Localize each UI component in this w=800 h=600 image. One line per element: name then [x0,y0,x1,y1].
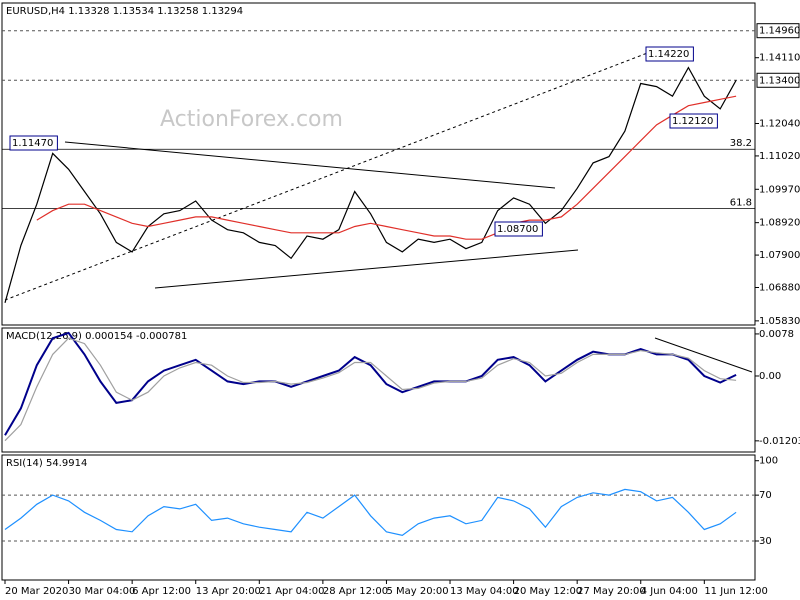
x-tick-label: 30 Mar 04:00 [69,586,136,597]
x-tick-label: 13 Apr 20:00 [196,586,261,597]
annotation: 1.12120 [672,116,713,127]
y-tick-label: 0.00 [759,371,781,382]
trendline [64,141,556,189]
y-tick-label: 1.12040 [759,119,800,130]
annotation: 1.11470 [12,138,53,149]
x-tick-label: 28 Apr 12:00 [323,586,388,597]
annotation-box [494,221,543,237]
level-label: 1.14960 [759,26,800,37]
fibo-label: 38.2 [730,138,752,149]
x-tick-label: 20 Mar 2020 [5,586,68,597]
y-tick-label: 30 [759,536,772,547]
rsi-panel [1,454,756,581]
y-tick-label: 1.14110 [759,53,800,64]
y-tick-label: 70 [759,490,772,501]
annotation-box [669,113,718,129]
annotation-box [9,135,58,151]
level-label: 1.13400 [759,75,800,86]
y-tick-label: 0.0078 [759,329,794,340]
level-label-box [756,72,800,88]
panel-title: MACD(12,26,9) 0.000154 -0.000781 [6,331,187,342]
y-tick-label: -0.012032 [759,436,800,447]
y-tick-label: 1.06880 [759,282,800,293]
x-tick-label: 20 May 12:00 [514,586,583,597]
level-label-box [756,23,800,39]
y-tick-label: 1.11020 [759,151,800,162]
x-tick-label: 11 Jun 12:00 [704,586,768,597]
y-tick-label: 1.09970 [759,184,800,195]
x-tick-label: 5 May 20:00 [386,586,448,597]
y-tick-label: 1.07900 [759,250,800,261]
macd-panel [1,327,756,453]
trendline [4,51,651,301]
y-tick-label: 1.05830 [759,316,800,327]
y-tick-label: 1.08920 [759,218,800,229]
series-line [36,95,737,240]
annotation: 1.08700 [497,224,538,235]
x-tick-label: 21 Apr 04:00 [259,586,324,597]
x-tick-label: 4 Jun 04:00 [641,586,698,597]
annotation-box [645,46,694,62]
series-line [4,337,737,442]
trendline [154,249,579,289]
series-line [4,66,737,303]
watermark: ActionForex.com [160,107,343,132]
price-panel [1,2,756,326]
chart-title: EURUSD,H4 1.13328 1.13534 1.13258 1.1329… [6,6,243,17]
series-line [4,488,737,536]
x-tick-label: 27 May 20:00 [577,586,646,597]
x-tick-label: 13 May 04:00 [450,586,519,597]
x-tick-label: 6 Apr 12:00 [132,586,191,597]
fibo-label: 61.8 [730,197,752,208]
panel-title: RSI(14) 54.9914 [6,458,87,469]
trendline [654,337,753,373]
y-tick-label: 100 [759,456,778,467]
annotation: 1.14220 [648,49,689,60]
